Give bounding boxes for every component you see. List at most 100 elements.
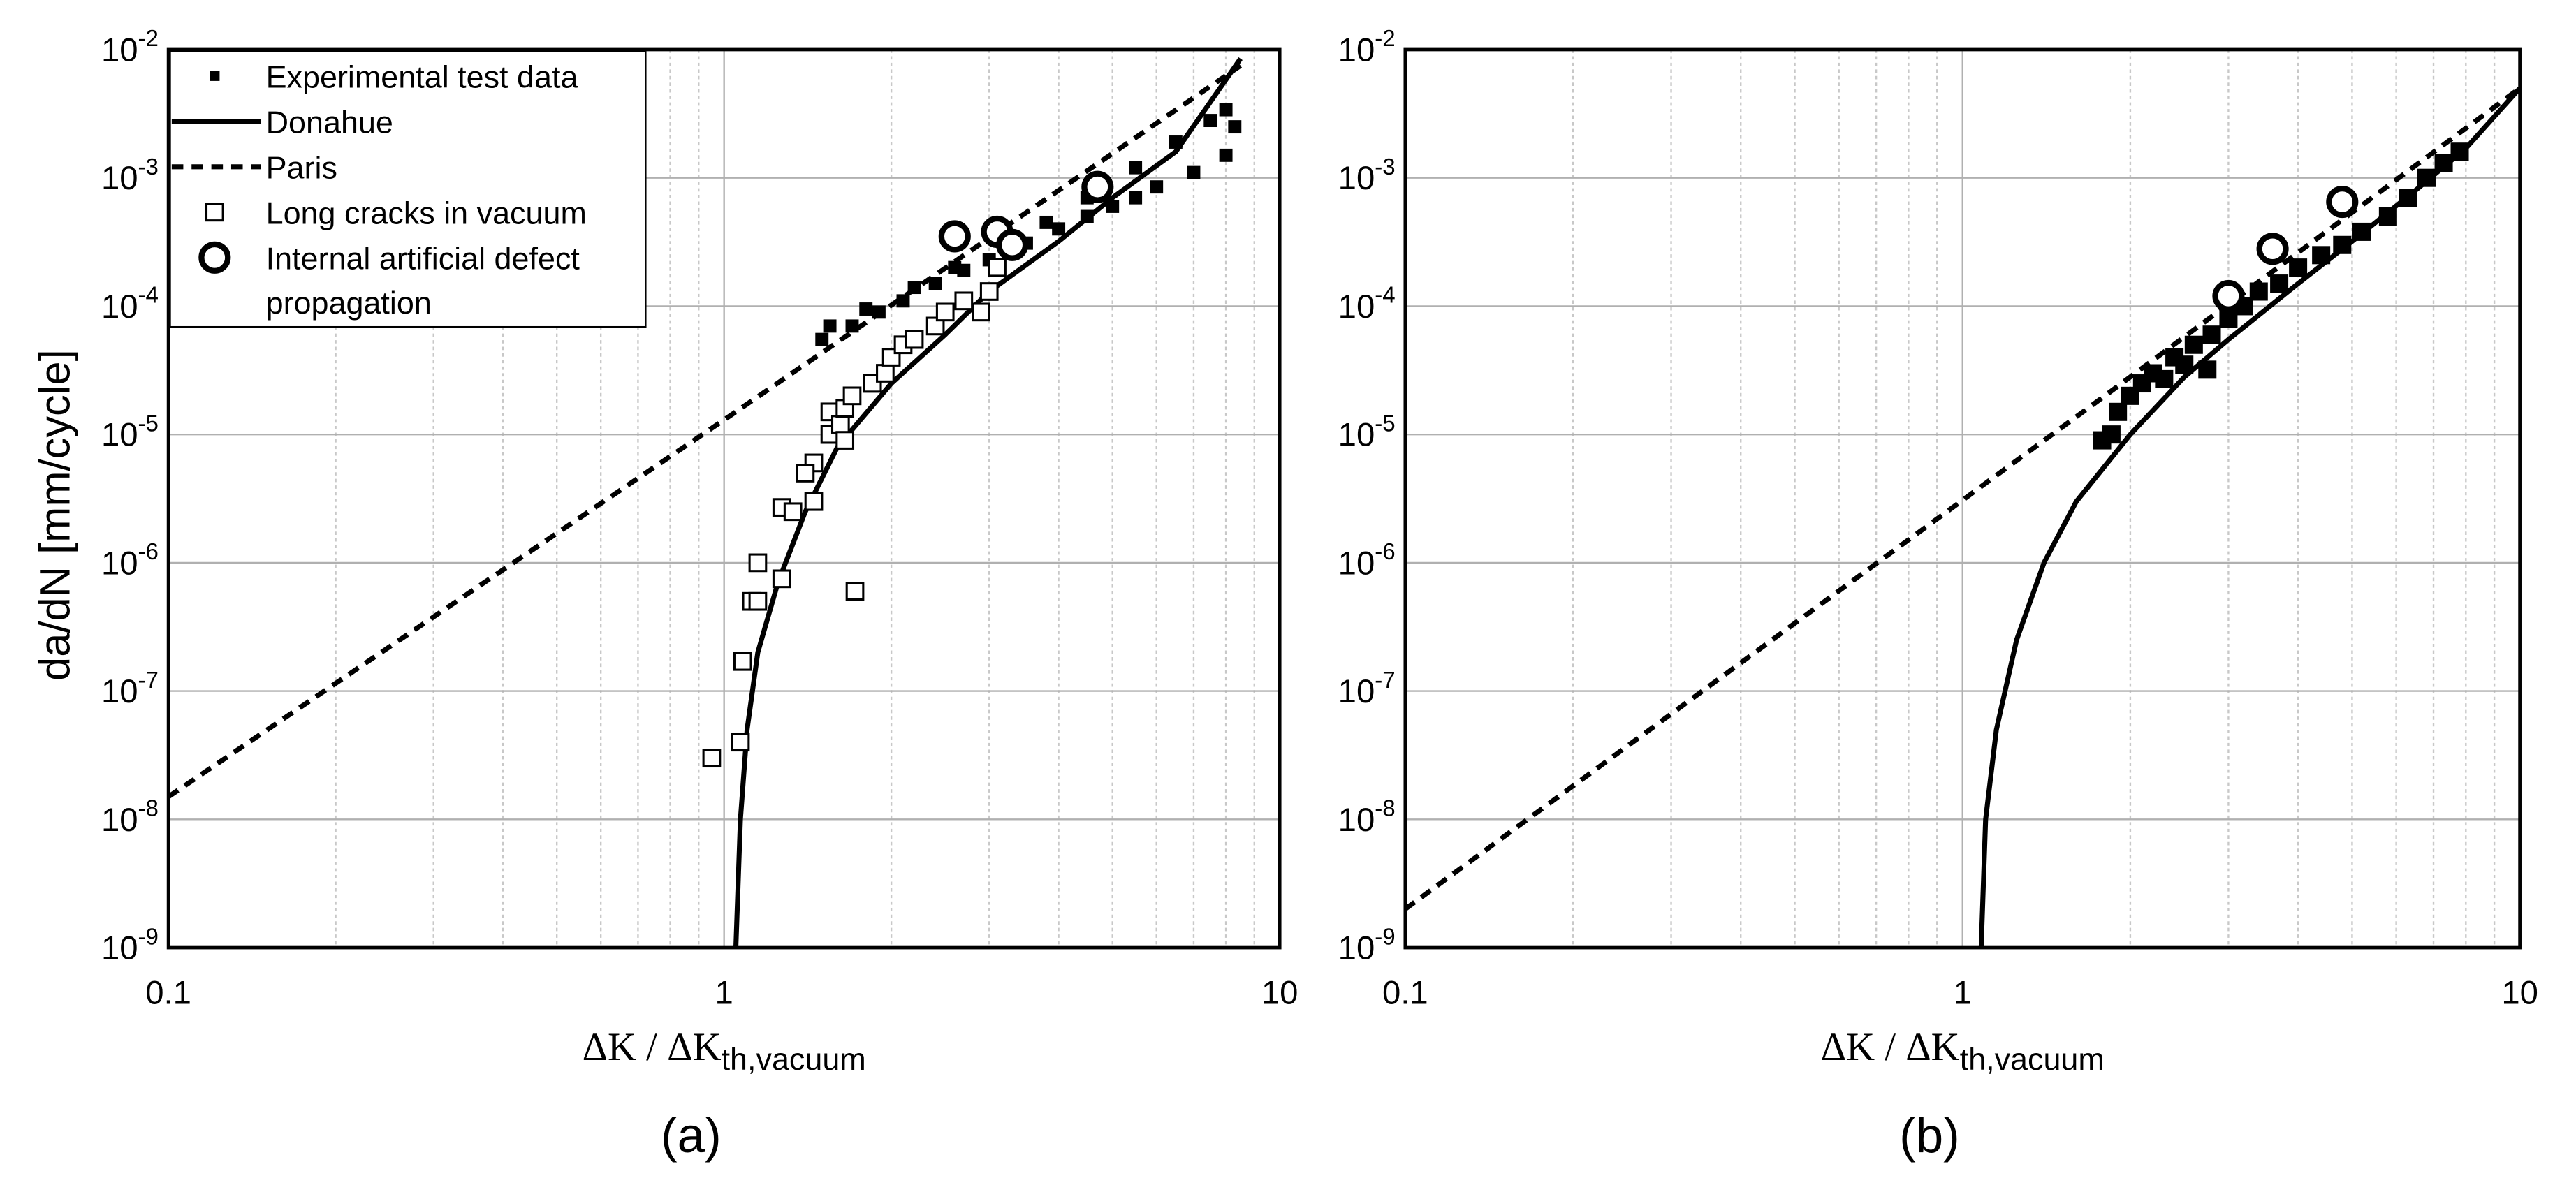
data-point: [988, 258, 1007, 277]
y-tick-label: 10-4: [101, 283, 159, 325]
data-point: [979, 282, 999, 301]
series-line: [733, 57, 1243, 948]
legend-box: [169, 50, 647, 328]
data-point: [830, 415, 850, 434]
y-tick-label: 10-7: [1338, 668, 1396, 710]
y-tick-label: 10-5: [1338, 411, 1396, 453]
plot-frame: [1403, 47, 2522, 950]
data-point: [2399, 189, 2417, 207]
chart-panel: 0.1 1 10 10-9 10-8 10-7 10-6 10-5 10-4 10-3 10-2 ΔK…: [1338, 26, 2538, 1163]
x-tick-label: 0.1: [145, 974, 191, 1011]
data-point: [2249, 282, 2268, 301]
x-axis-label-subscript: th,vacuum: [1960, 1041, 2105, 1077]
data-point: [2212, 279, 2245, 312]
data-point: [2256, 233, 2289, 265]
y-tick-label: 10-8: [101, 796, 159, 839]
data-point: [2289, 258, 2308, 277]
data-point: [2155, 369, 2174, 388]
legend-swatch: [198, 241, 231, 274]
panel-caption: (a): [661, 1108, 722, 1163]
data-point: [1039, 215, 1053, 229]
y-tick-label: 10-4: [1338, 283, 1396, 325]
data-point: [1150, 180, 1164, 194]
y-tick-label: 10-5: [101, 411, 159, 453]
y-tick-label: 10-3: [1338, 154, 1396, 197]
data-point: [2270, 274, 2289, 293]
y-tick-label: 10-9: [1338, 924, 1396, 966]
plot-area: [1405, 86, 2520, 948]
data-point: [996, 228, 1029, 261]
data-point: [1129, 191, 1143, 205]
data-point: [702, 749, 722, 768]
data-point: [1081, 170, 1114, 203]
y-tick-label: 10-2: [1338, 26, 1396, 68]
data-point: [845, 319, 859, 333]
series-line: [1405, 86, 2520, 911]
x-tick-label: 10: [1261, 974, 1298, 1011]
data-point: [815, 332, 829, 346]
data-point: [835, 431, 855, 450]
data-point: [2378, 207, 2397, 226]
y-axis-label: da/dN [mm/cycle]: [31, 349, 79, 681]
data-point: [731, 733, 750, 752]
legend-label: Donahue: [266, 104, 393, 140]
plot-frame: [166, 47, 1282, 950]
data-point: [2175, 355, 2194, 374]
legend: Experimental test data Donahue Paris Long c…: [169, 50, 647, 328]
data-point: [905, 330, 924, 349]
data-point: [748, 591, 768, 611]
data-point: [823, 319, 837, 333]
legend-label: Experimental test data: [266, 59, 578, 94]
legend-swatch: [210, 71, 220, 81]
data-point: [859, 302, 873, 316]
data-point: [2219, 309, 2238, 328]
data-point: [2417, 168, 2436, 187]
legend-label: Long cracks in vacuum: [266, 195, 587, 230]
data-point: [733, 652, 752, 671]
y-tick-label: 10-9: [101, 924, 159, 966]
data-point: [1219, 148, 1233, 162]
data-point: [804, 492, 824, 511]
data-point: [1219, 103, 1233, 117]
data-point: [1203, 114, 1217, 128]
data-point: [1052, 222, 1066, 236]
x-tick-label: 1: [715, 974, 733, 1011]
data-point: [925, 316, 945, 336]
chart-panel: 0.1 1 1010-910-810-710-610-510-410-310-2Ex…: [31, 26, 1298, 1163]
data-point: [2184, 335, 2203, 354]
x-axis-label-subscript: th,vacuum: [722, 1041, 866, 1077]
data-point: [1129, 161, 1143, 175]
data-point: [772, 569, 791, 589]
data-point: [2450, 142, 2469, 161]
data-point: [842, 386, 862, 406]
data-point: [796, 464, 815, 483]
x-axis-label: ΔK / ΔKth,vacuum: [583, 1025, 866, 1077]
data-point: [2202, 325, 2221, 344]
data-point: [1228, 120, 1242, 134]
legend-label: Paris: [266, 149, 337, 185]
y-tick-label: 10-7: [101, 668, 159, 710]
x-tick-label: 10: [2501, 974, 2538, 1011]
series-line: [168, 64, 1243, 799]
y-tick-label: 10-2: [101, 26, 159, 68]
data-point: [2326, 186, 2359, 219]
y-tick-label: 10-6: [1338, 539, 1396, 582]
data-point: [2352, 222, 2371, 241]
data-point: [845, 582, 865, 601]
data-point: [2109, 402, 2128, 421]
y-tick-label: 10-3: [101, 154, 159, 197]
x-axis-label: ΔK / ΔKth,vacuum: [1821, 1025, 2105, 1077]
legend-label: Internal artificial defect propagation: [266, 240, 580, 321]
x-tick-label: 1: [1954, 974, 1972, 1011]
y-tick-label: 10-8: [1338, 796, 1396, 839]
legend-swatch: [205, 203, 224, 222]
data-point: [928, 277, 942, 290]
data-point: [972, 302, 990, 322]
data-point: [948, 260, 962, 274]
data-point: [2198, 360, 2217, 379]
data-point: [2102, 425, 2121, 444]
data-point: [896, 294, 910, 308]
data-point: [2333, 235, 2352, 254]
data-point: [2434, 154, 2453, 172]
data-point: [938, 220, 971, 253]
